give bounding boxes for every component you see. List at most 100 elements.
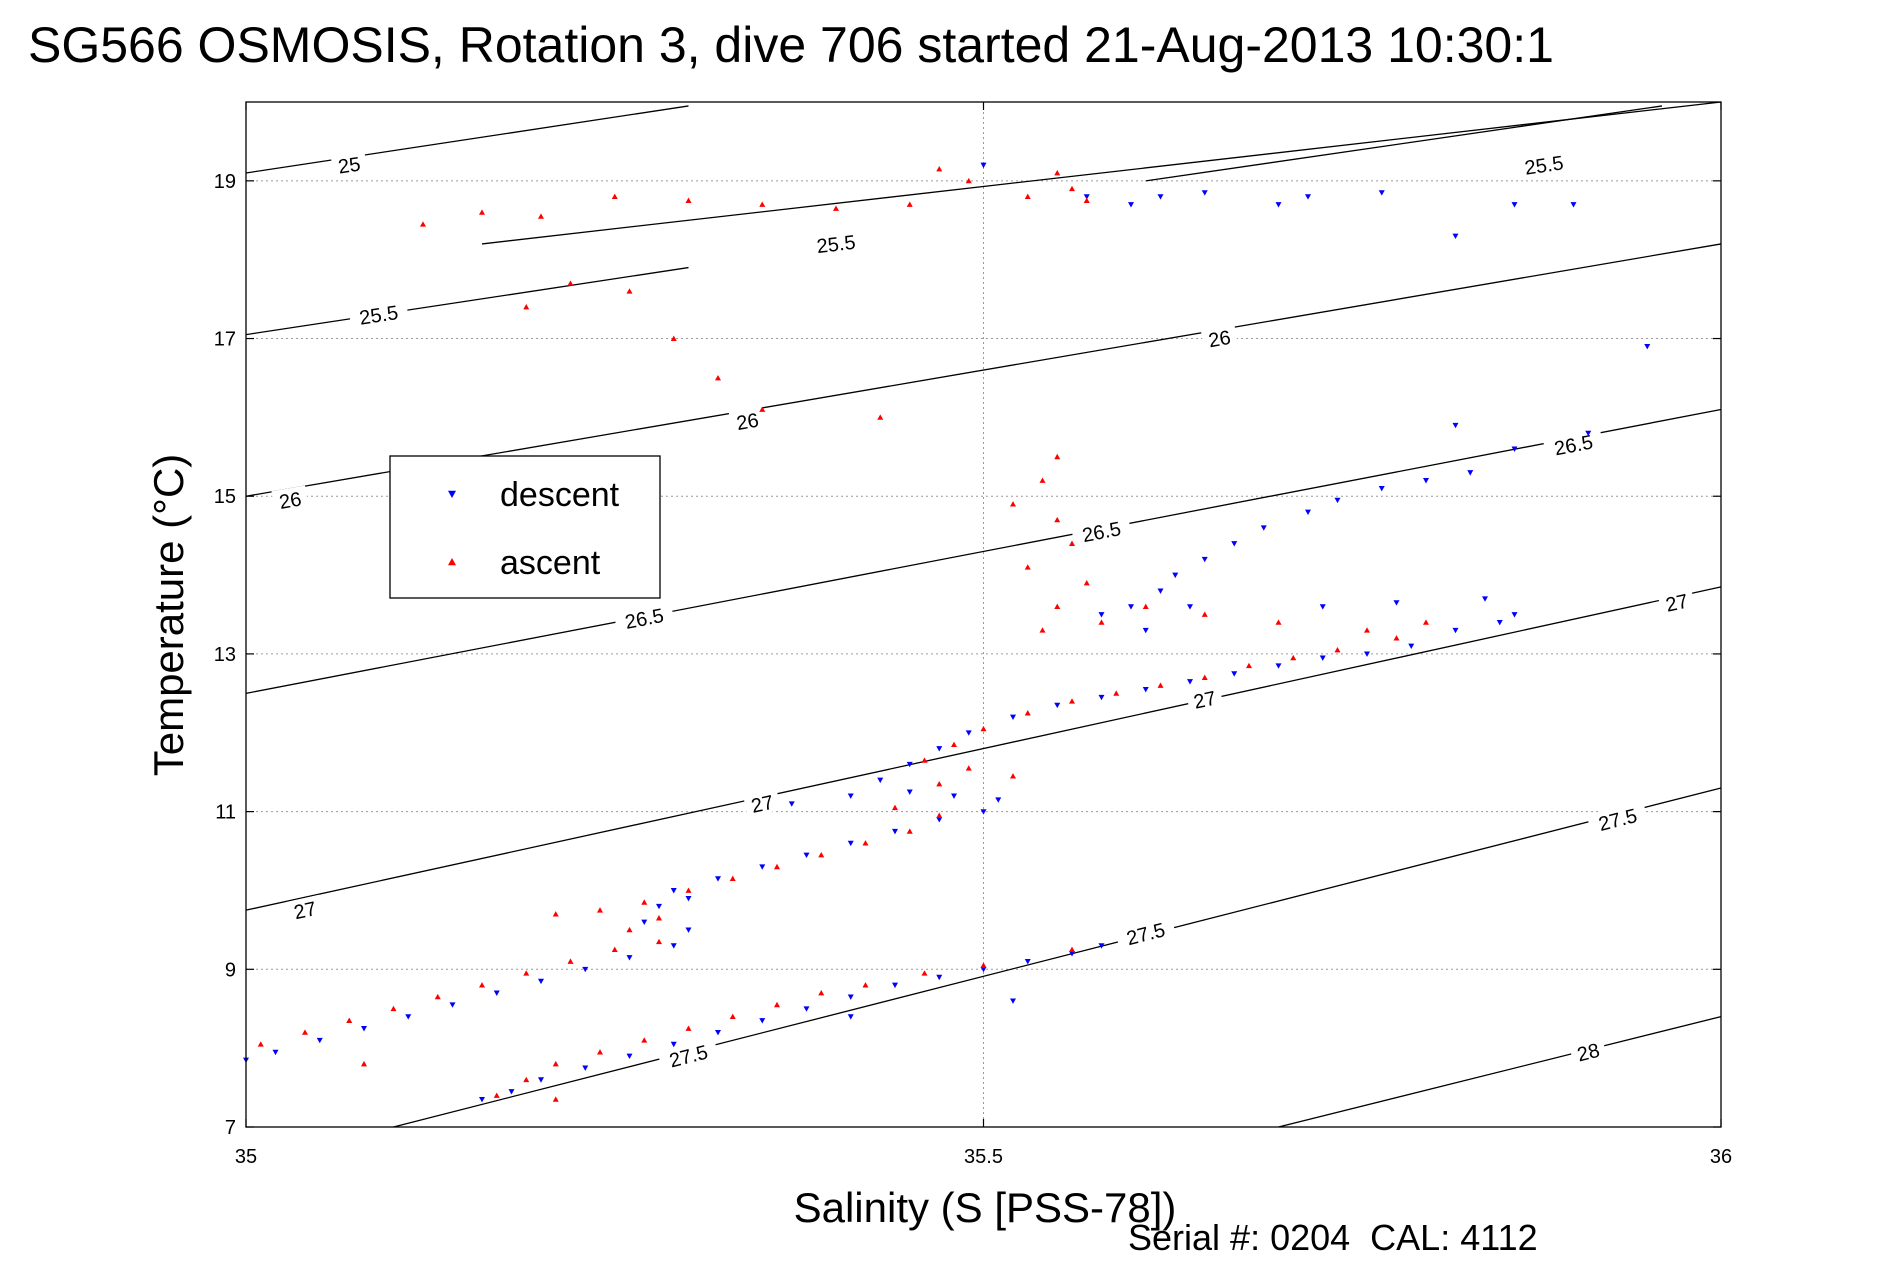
ascent-point: [1024, 193, 1031, 200]
ascent-point: [420, 221, 426, 227]
descent-point: [1201, 556, 1208, 563]
descent-point: [1319, 604, 1326, 610]
descent-point: [1142, 687, 1149, 693]
descent-point: [626, 1053, 633, 1060]
ascent-point: [818, 851, 825, 858]
ascent-point: [611, 946, 618, 952]
descent-point: [1570, 202, 1577, 208]
descent-point: [479, 1097, 485, 1103]
ascent-point: [597, 907, 603, 913]
descent-point: [1098, 943, 1105, 949]
ascent-point: [877, 414, 884, 420]
descent-point: [1157, 588, 1164, 594]
descent-point: [877, 777, 884, 784]
ascent-point: [302, 1029, 308, 1035]
ascent-point: [1054, 603, 1061, 610]
contour-label: 27: [749, 792, 775, 818]
ascent-point: [685, 887, 692, 893]
descent-point: [1644, 344, 1651, 350]
descent-point: [272, 1049, 279, 1056]
descent-point: [493, 990, 500, 996]
ascent-point: [1142, 603, 1149, 610]
descent-point: [980, 162, 987, 169]
ascent-point: [1201, 674, 1208, 680]
descent-point: [803, 1006, 810, 1012]
descent-point: [670, 943, 677, 949]
descent-point: [508, 1089, 515, 1095]
ascent-point: [641, 1037, 648, 1043]
ascent-point: [1098, 619, 1105, 625]
contour-label: 25: [337, 154, 362, 179]
sigma-contour-line: [245, 266, 689, 336]
ascent-point: [862, 982, 869, 988]
descent-point: [1511, 446, 1518, 452]
descent-point: [1408, 643, 1415, 650]
ascent-point: [656, 915, 662, 921]
contour-label: 25.5: [1523, 152, 1565, 179]
ascent-point: [1069, 185, 1075, 192]
descent-point: [847, 1014, 854, 1020]
ascent-point: [862, 840, 869, 846]
y-tick-label: 9: [225, 959, 236, 981]
y-axis-ticks: 7 9 11 13 15 17 19: [214, 171, 1721, 1139]
descent-point: [1128, 202, 1134, 208]
contour-label-bg: [348, 298, 409, 330]
ascent-point: [552, 1096, 559, 1102]
ascent-point: [523, 304, 530, 310]
ascent-point: [493, 1092, 500, 1098]
ascent-point: [1083, 197, 1090, 203]
ascent-point: [965, 765, 972, 771]
descent-point: [626, 955, 633, 961]
descent-point: [1452, 422, 1459, 429]
ascent-point: [552, 1060, 559, 1067]
ascent-point: [759, 406, 766, 412]
ascent-point: [892, 804, 898, 811]
descent-point: [759, 1018, 766, 1024]
contour-label: 27.5: [1596, 805, 1639, 836]
legend-items: descent ascent: [448, 476, 620, 582]
y-tick-label: 15: [214, 486, 236, 508]
contour-label-bg: [1657, 587, 1696, 617]
descent-point: [361, 1026, 367, 1032]
descent-legend-label: descent: [500, 476, 620, 514]
ascent-point: [611, 193, 618, 200]
descent-point: [1201, 190, 1208, 196]
descent-point: [906, 789, 913, 795]
ascent-point: [980, 725, 987, 732]
descent-point: [759, 864, 766, 870]
contour-label-bg: [805, 228, 866, 258]
ascent-point: [390, 1005, 397, 1012]
descent-point: [582, 1065, 589, 1071]
ascent-point: [1054, 169, 1061, 176]
contour-label-bg: [271, 485, 309, 513]
descent-point: [1187, 679, 1193, 685]
sigma-contour-line: [245, 105, 689, 174]
ascent-point: [567, 280, 574, 286]
ascent-point: [641, 899, 648, 905]
ascent-point: [685, 1025, 692, 1031]
ascent-point: [936, 781, 943, 787]
descent-point: [715, 1029, 721, 1036]
descent-point: [936, 974, 943, 981]
descent-point: [1010, 998, 1016, 1004]
ascent-point: [670, 335, 677, 341]
descent-point: [1334, 497, 1341, 504]
descent-point: [788, 801, 795, 807]
descent-point: [803, 852, 810, 858]
ascent-point: [597, 1049, 603, 1055]
descent-point: [906, 761, 913, 768]
ascent-point: [936, 812, 943, 818]
contour-label: 25.5: [816, 232, 857, 258]
descent-point: [980, 966, 987, 973]
descent-point: [1496, 619, 1503, 626]
descent-point: [1083, 194, 1090, 200]
data-points: [243, 162, 1651, 1103]
y-axis-label: Temperature (°C): [145, 454, 192, 777]
descent-point: [316, 1037, 323, 1044]
ascent-legend-marker: [448, 558, 456, 566]
x-tick-label: 35: [235, 1146, 257, 1168]
ascent-point: [1039, 627, 1046, 633]
contour-label-bg: [1542, 427, 1604, 461]
ascent-point: [1334, 646, 1341, 653]
